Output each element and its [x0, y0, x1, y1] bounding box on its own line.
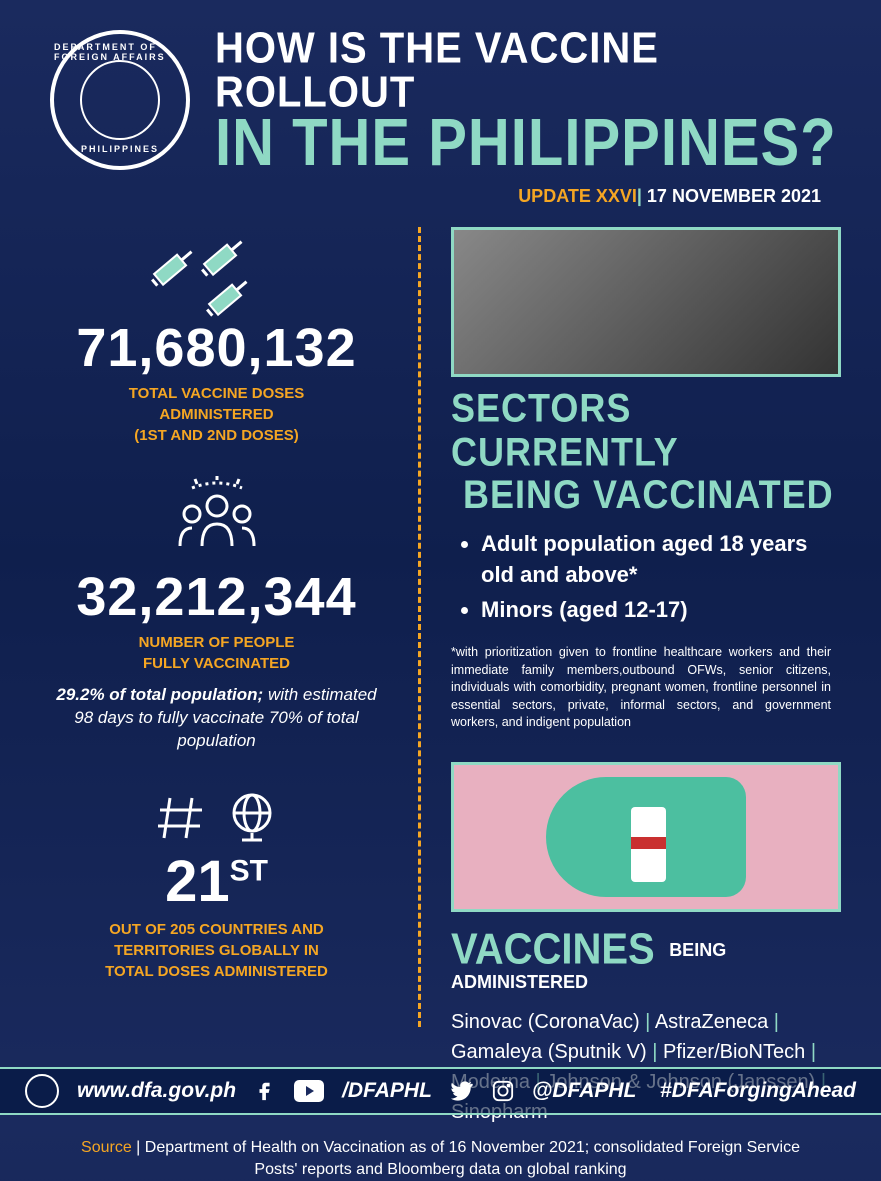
- right-column: SECTORS CURRENTLY BEING VACCINATED Adult…: [426, 227, 841, 1127]
- footer-seal-icon: [25, 1074, 59, 1108]
- fully-vaccinated-value: 32,212,344: [40, 566, 393, 628]
- total-doses-label: TOTAL VACCINE DOSES ADMINISTERED (1ST AN…: [40, 383, 393, 446]
- seal-text-bottom: PHILIPPINES: [81, 144, 159, 154]
- sector-item: Minors (aged 12-17): [481, 595, 841, 626]
- title-line-1: HOW IS THE VACCINE ROLLOUT: [215, 26, 841, 114]
- youtube-icon: [294, 1080, 324, 1102]
- syringe-icons: [40, 227, 393, 317]
- twitter-icon: [450, 1080, 474, 1102]
- hash-icon: [152, 788, 212, 848]
- footer-website: www.dfa.gov.ph: [77, 1079, 236, 1103]
- sectors-title: SECTORS CURRENTLY BEING VACCINATED: [451, 386, 841, 517]
- sectors-footnote: *with prioritization given to frontline …: [451, 644, 841, 732]
- left-column: 71,680,132 TOTAL VACCINE DOSES ADMINISTE…: [40, 227, 413, 1127]
- footer-hashtag: #DFAForgingAhead: [660, 1079, 856, 1103]
- footer-handle-1: /DFAPHL: [342, 1079, 432, 1103]
- vertical-divider: [418, 227, 421, 1027]
- hash-globe-icons: [40, 783, 393, 853]
- facebook-icon: [254, 1080, 276, 1102]
- title-block: HOW IS THE VACCINE ROLLOUT IN THE PHILIP…: [215, 30, 841, 207]
- update-label: UPDATE XXVI: [518, 186, 637, 206]
- fully-vaccinated-label: NUMBER OF PEOPLE FULLY VACCINATED: [40, 632, 393, 674]
- footer-handle-2: @DFAPHL: [532, 1079, 636, 1103]
- sector-item: Adult population aged 18 years old and a…: [481, 529, 841, 591]
- footer-bar: www.dfa.gov.ph /DFAPHL @DFAPHL #DFAForgi…: [0, 1067, 881, 1115]
- title-line-2: IN THE PHILIPPINES?: [215, 110, 841, 177]
- seal-text-top: DEPARTMENT OF FOREIGN AFFAIRS: [54, 42, 186, 62]
- dfa-seal-logo: DEPARTMENT OF FOREIGN AFFAIRS PHILIPPINE…: [50, 30, 190, 170]
- globe-icon: [222, 788, 282, 848]
- vaccines-photo: [451, 762, 841, 912]
- sectors-photo: [451, 227, 841, 377]
- update-line: UPDATE XXVI| 17 NOVEMBER 2021: [215, 186, 841, 207]
- source-line: Source | Department of Health on Vaccina…: [0, 1127, 881, 1181]
- vaccines-title: VACCINES BEING ADMINISTERED: [451, 927, 841, 999]
- people-icon: [40, 476, 393, 566]
- total-doses-value: 71,680,132: [40, 317, 393, 379]
- rank-label: OUT OF 205 COUNTRIES AND TERRITORIES GLO…: [40, 919, 393, 982]
- rank-value: 21ST: [40, 848, 393, 915]
- sectors-list: Adult population aged 18 years old and a…: [451, 529, 841, 626]
- header: DEPARTMENT OF FOREIGN AFFAIRS PHILIPPINE…: [0, 0, 881, 217]
- fully-vaccinated-sub: 29.2% of total population; with estimate…: [40, 684, 393, 753]
- update-date: 17 NOVEMBER 2021: [647, 186, 821, 206]
- instagram-icon: [492, 1080, 514, 1102]
- body-content: 71,680,132 TOTAL VACCINE DOSES ADMINISTE…: [0, 217, 881, 1127]
